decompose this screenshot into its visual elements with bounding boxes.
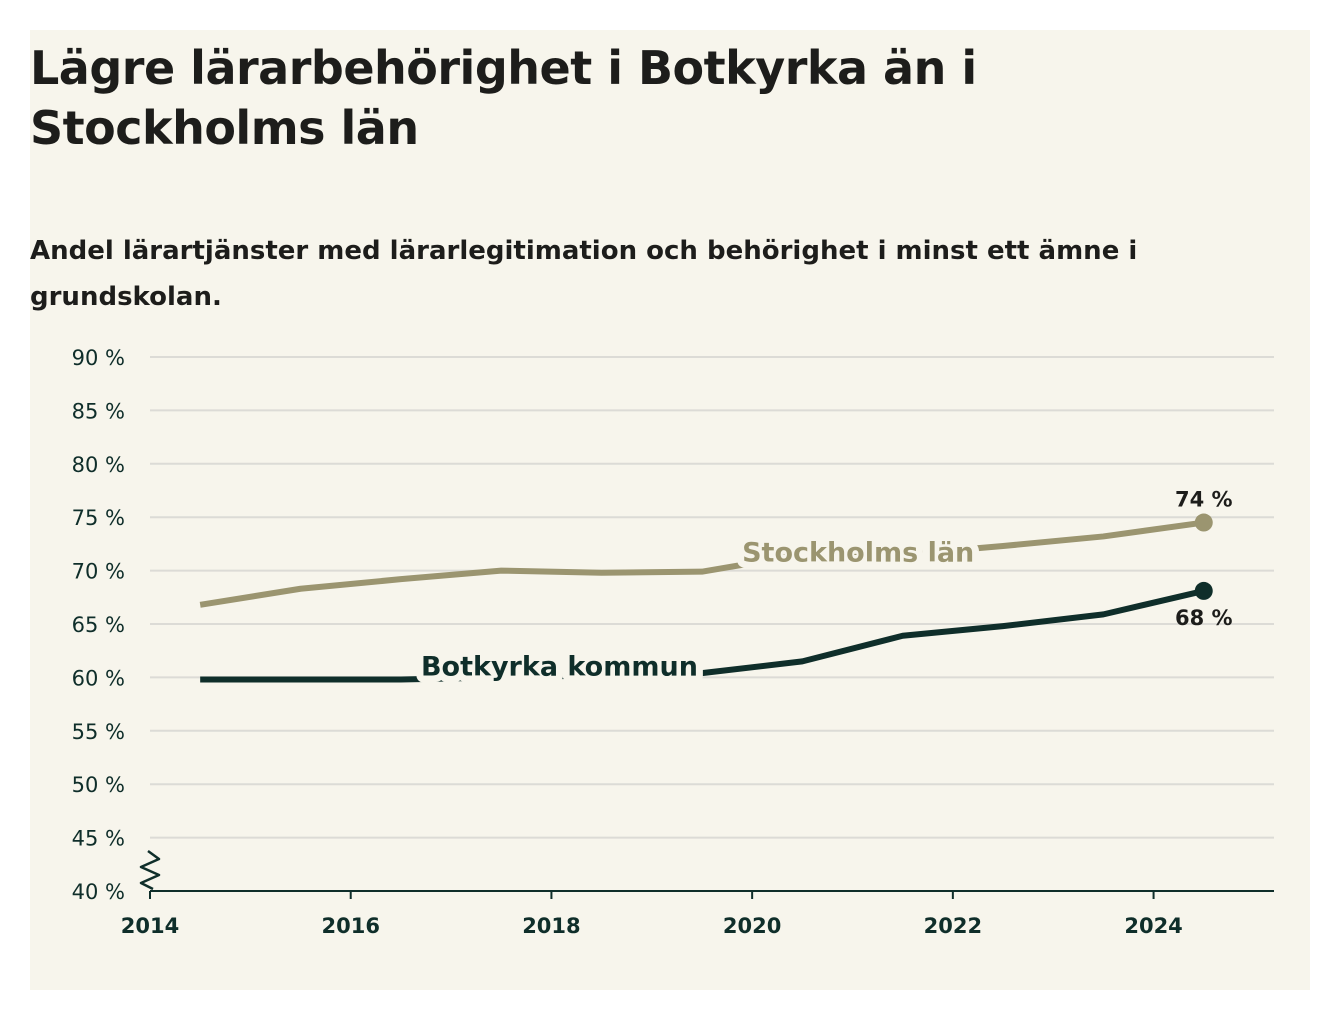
y-tick-label: 45 % — [72, 827, 125, 851]
x-tick-label: 2018 — [522, 914, 580, 938]
y-tick-label: 50 % — [72, 773, 125, 797]
x-tick-label: 2024 — [1124, 914, 1182, 938]
x-tick-label: 2016 — [321, 914, 379, 938]
series-label: Botkyrka kommun — [421, 652, 698, 683]
x-tick-label: 2020 — [723, 914, 781, 938]
y-tick-label: 80 % — [72, 453, 125, 477]
y-tick-label: 75 % — [72, 506, 125, 530]
series-end-marker — [1194, 513, 1213, 532]
y-tick-label: 70 % — [72, 560, 125, 584]
chart-card: Lägre lärarbehörighet i Botkyrka än i St… — [30, 30, 1310, 990]
y-tick-label: 85 % — [72, 399, 125, 423]
series-label-halo: Stockholms län — [742, 538, 974, 569]
series-line-1 — [200, 587, 1205, 683]
line-chart: 40 % 45 % 50 % 55 % 60 % 65 % 70 % 75 % 80 % 85 %… — [72, 346, 1274, 938]
series-label: Stockholms län — [742, 538, 974, 569]
chart-title: Lägre lärarbehörighet i Botkyrka än i St… — [30, 41, 977, 155]
y-tick-label: 90 % — [72, 346, 125, 370]
series-label-halo: Botkyrka kommun — [421, 652, 698, 683]
x-tick-label: 2022 — [924, 914, 982, 938]
x-tick-label: 2014 — [121, 914, 179, 938]
series-end-label: 74 % — [1175, 488, 1233, 512]
series-end-marker — [1194, 581, 1213, 600]
y-tick-label: 55 % — [72, 720, 125, 744]
y-tick-label: 60 % — [72, 666, 125, 690]
chart-subtitle: Andel lärartjänster med lärarlegitimatio… — [30, 236, 1138, 312]
y-tick-label: 65 % — [72, 613, 125, 637]
axis-break-icon — [139, 849, 161, 891]
y-tick-label: 40 % — [72, 880, 125, 904]
series-end-label: 68 % — [1175, 606, 1233, 630]
series-line-0 — [199, 519, 1205, 608]
